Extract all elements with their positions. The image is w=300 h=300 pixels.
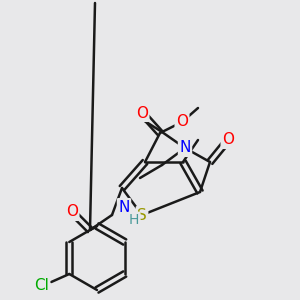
Text: N: N [179,140,191,155]
Text: Cl: Cl [34,278,49,293]
Text: O: O [136,106,148,121]
Text: O: O [222,133,234,148]
Text: O: O [176,115,188,130]
Text: N: N [118,200,130,214]
Text: O: O [66,205,78,220]
Text: H: H [129,213,139,227]
Text: S: S [137,208,147,223]
